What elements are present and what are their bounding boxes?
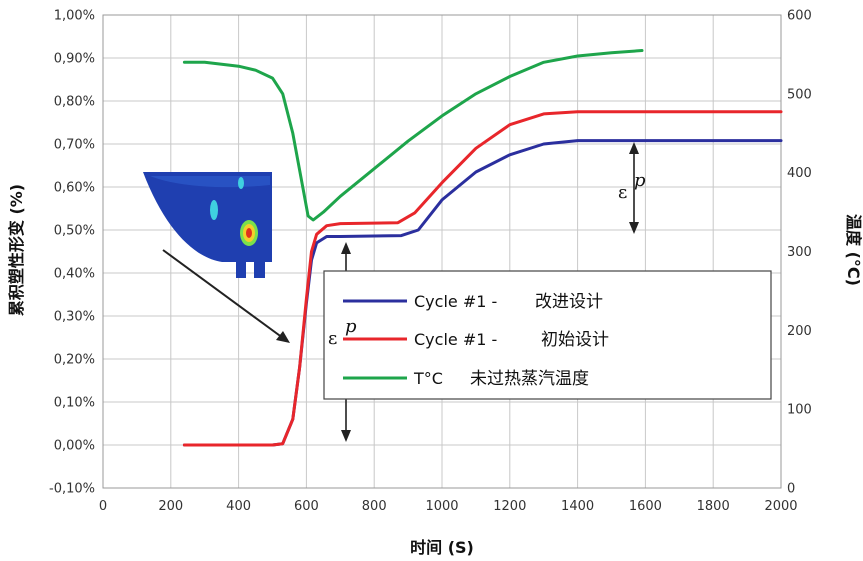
legend-label-initial-cn: 初始设计: [541, 330, 609, 350]
left-axis-ticks: -0,10% 0,00% 0,10% 0,20% 0,30% 0,40% 0,50% 0,60…: [49, 9, 95, 497]
annotation-epsilon-symbol-2: ε: [618, 182, 627, 203]
x-tick-label: 0: [99, 499, 107, 514]
series-line-2: [182, 49, 644, 222]
y-left-tick-label: 0,80%: [54, 95, 95, 110]
series-lines: [182, 49, 783, 447]
series-line-1: [182, 110, 783, 447]
y-left-tick-label: 0,60%: [54, 181, 95, 196]
x-tick-label: 1400: [561, 499, 594, 514]
axes: [102, 14, 782, 489]
annotation-epsilon-improved: ε p: [618, 170, 646, 203]
annotation-epsilon-superscript-1: p: [345, 316, 357, 337]
y-left-tick-label: 0,20%: [54, 353, 95, 368]
x-axis-title: 时间 (S): [410, 538, 474, 557]
y-left-tick-label: 0,00%: [54, 439, 95, 454]
pointer-arrow: [162, 249, 290, 343]
y-right-tick-label: 500: [787, 87, 812, 102]
y-left-tick-label: 0,40%: [54, 267, 95, 282]
y-right-tick-label: 0: [787, 482, 795, 497]
y-right-tick-label: 600: [787, 9, 812, 24]
x-tick-label: 1000: [425, 499, 458, 514]
legend: Cycle #1 - 改进设计 Cycle #1 - 初始设计 T°C 未过热蒸…: [323, 270, 772, 400]
x-tick-label: 1600: [629, 499, 662, 514]
legend-label-temperature-cn: 未过热蒸汽温度: [470, 369, 589, 389]
y-left-tick-label: -0,10%: [49, 482, 95, 497]
y-left-tick-label: 0,10%: [54, 396, 95, 411]
y-right-tick-label: 300: [787, 245, 812, 260]
strain-arrow-improved: [629, 142, 639, 234]
legend-label-improved-cn: 改进设计: [535, 292, 603, 312]
y-left-tick-label: 0,70%: [54, 138, 95, 153]
x-tick-label: 200: [158, 499, 183, 514]
x-tick-label: 800: [362, 499, 387, 514]
legend-label-initial: Cycle #1 -: [414, 330, 497, 349]
y-right-tick-label: 400: [787, 166, 812, 181]
plot-area-frame: [102, 14, 782, 489]
y-left-tick-label: 1,00%: [54, 9, 95, 24]
x-tick-label: 1800: [697, 499, 730, 514]
y-left-tick-label: 0,90%: [54, 52, 95, 67]
x-tick-label: 600: [294, 499, 319, 514]
x-axis-ticks: 0 200 400 600 800 1000 1200 1400 1600 1800 2000: [99, 499, 798, 514]
legend-label-temperature: T°C: [413, 369, 443, 388]
y-left-tick-label: 0,30%: [54, 310, 95, 325]
y-left-tick-label: 0,50%: [54, 224, 95, 239]
y-right-tick-label: 200: [787, 324, 812, 339]
legend-label-improved: Cycle #1 -: [414, 292, 497, 311]
x-tick-label: 400: [226, 499, 251, 514]
y-left-axis-title: 累积塑性形变 (%): [7, 184, 26, 316]
annotation-epsilon-initial: ε p: [328, 316, 357, 349]
right-axis-ticks: 0 100 200 300 400 500 600: [787, 9, 812, 497]
annotation-epsilon-superscript-2: p: [634, 170, 646, 191]
component-heatmap-image: [143, 172, 272, 278]
annotation-epsilon-symbol-1: ε: [328, 328, 337, 349]
x-tick-label: 2000: [764, 499, 797, 514]
x-tick-label: 1200: [493, 499, 526, 514]
y-right-tick-label: 100: [787, 403, 812, 418]
y-right-axis-title: 温度 (°C): [844, 213, 863, 286]
